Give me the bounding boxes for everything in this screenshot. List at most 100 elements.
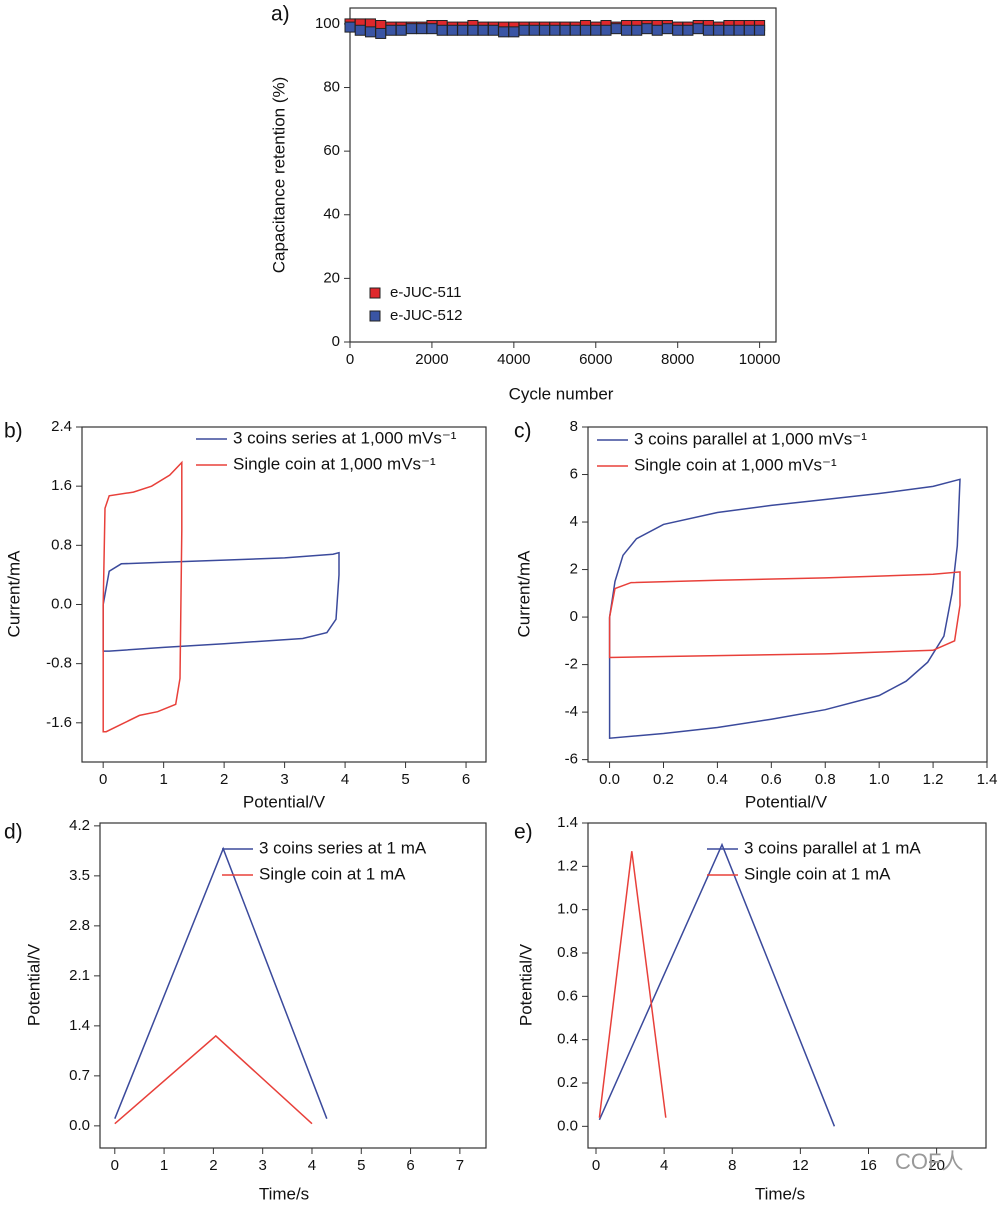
y-tick-label: -0.8	[46, 655, 72, 672]
x-tick-label: 4	[341, 771, 349, 788]
plot-frame	[349, 7, 777, 343]
data-point	[569, 24, 581, 36]
x-tick-label: 0.6	[761, 771, 782, 788]
x-axis-title: Time/s	[259, 1184, 309, 1203]
plot-frame	[587, 822, 987, 1149]
y-tick-label: 0.2	[557, 1074, 578, 1091]
data-point	[508, 26, 520, 38]
x-tick-label: 20	[928, 1157, 945, 1174]
data-point	[344, 21, 356, 33]
data-point	[416, 23, 428, 35]
data-point	[528, 24, 540, 36]
y-tick-label: 0.0	[51, 595, 72, 612]
data-point	[682, 24, 694, 36]
legend-label: e-JUC-511	[390, 284, 461, 301]
y-tick-label: 60	[323, 142, 340, 159]
y-tick-label: 2.1	[69, 967, 90, 984]
y-tick-label: 0.7	[69, 1067, 90, 1084]
y-tick-label: 6	[570, 465, 578, 482]
y-tick-label: -1.6	[46, 714, 72, 731]
data-point	[364, 26, 376, 38]
legend-label: Single coin at 1,000 mVs⁻¹	[634, 455, 837, 474]
x-tick-label: 3	[280, 771, 288, 788]
data-point	[498, 26, 510, 38]
data-point	[723, 24, 735, 36]
y-tick-label: 1.4	[557, 814, 578, 831]
x-tick-label: 6	[406, 1157, 414, 1174]
data-point	[580, 24, 592, 36]
y-tick-label: 0.8	[51, 536, 72, 553]
data-point	[446, 24, 458, 36]
x-axis-title: Time/s	[755, 1184, 805, 1203]
data-point	[661, 23, 673, 35]
data-line	[608, 478, 961, 740]
x-tick-label: 1.4	[977, 771, 998, 788]
x-tick-label: 0.8	[815, 771, 836, 788]
data-point	[426, 23, 438, 35]
data-point	[477, 24, 489, 36]
y-tick-label: 0.8	[557, 944, 578, 961]
y-tick-label: 100	[315, 15, 340, 32]
data-point	[600, 24, 612, 36]
legend-marker	[369, 287, 381, 299]
legend-label: e-JUC-512	[390, 307, 463, 324]
y-tick-label: 8	[570, 418, 578, 435]
data-line	[114, 1034, 313, 1125]
y-axis-title: Potential/V	[516, 943, 535, 1026]
data-point	[518, 24, 530, 36]
legend-label: Single coin at 1 mA	[259, 864, 406, 883]
data-point	[672, 24, 684, 36]
y-tick-label: 0.0	[69, 1117, 90, 1134]
x-tick-label: 0.4	[707, 771, 728, 788]
y-tick-label: -2	[565, 656, 578, 673]
x-tick-label: 12	[792, 1157, 809, 1174]
x-tick-label: 8000	[661, 351, 694, 368]
data-line	[598, 851, 667, 1118]
y-axis-title: Current/mA	[514, 550, 533, 638]
data-line	[598, 842, 836, 1127]
x-tick-label: 3	[259, 1157, 267, 1174]
y-tick-label: 3.5	[69, 867, 90, 884]
x-tick-label: 0.2	[653, 771, 674, 788]
data-point	[549, 24, 561, 36]
x-tick-label: 2000	[415, 351, 448, 368]
plot-frame	[81, 426, 487, 763]
y-tick-label: 0.4	[557, 1031, 578, 1048]
y-tick-label: 2.4	[51, 418, 72, 435]
y-tick-label: 0.6	[557, 987, 578, 1004]
y-tick-label: 4.2	[69, 817, 90, 834]
x-tick-label: 4000	[497, 351, 530, 368]
panel-label: d)	[4, 821, 23, 844]
panel-label: b)	[4, 420, 23, 443]
x-tick-label: 0	[346, 351, 354, 368]
x-axis-title: Cycle number	[509, 384, 614, 403]
panel-label: c)	[514, 420, 532, 443]
data-point	[559, 24, 571, 36]
data-point	[651, 24, 663, 36]
y-tick-label: 40	[323, 206, 340, 223]
y-tick-label: 20	[323, 269, 340, 286]
x-axis-title: Potential/V	[745, 792, 828, 811]
data-line	[102, 551, 340, 652]
watermark: COF人	[895, 1149, 963, 1174]
x-tick-label: 0.0	[599, 771, 620, 788]
x-tick-label: 2	[209, 1157, 217, 1174]
y-tick-label: 80	[323, 78, 340, 95]
data-line	[608, 571, 961, 659]
x-tick-label: 4	[308, 1157, 316, 1174]
y-tick-label: -6	[565, 751, 578, 768]
y-axis-title: Potential/V	[24, 943, 43, 1026]
y-tick-label: 1.0	[557, 901, 578, 918]
legend-label: 3 coins series at 1 mA	[259, 838, 427, 857]
x-tick-label: 1.2	[923, 771, 944, 788]
data-point	[754, 24, 766, 36]
x-axis-title: Potential/V	[243, 792, 326, 811]
y-axis-title: Capacitance retention (%)	[269, 77, 288, 274]
data-point	[467, 24, 479, 36]
data-point	[713, 24, 725, 36]
data-point	[385, 24, 397, 36]
x-tick-label: 6000	[579, 351, 612, 368]
data-point	[457, 24, 469, 36]
x-tick-label: 7	[456, 1157, 464, 1174]
